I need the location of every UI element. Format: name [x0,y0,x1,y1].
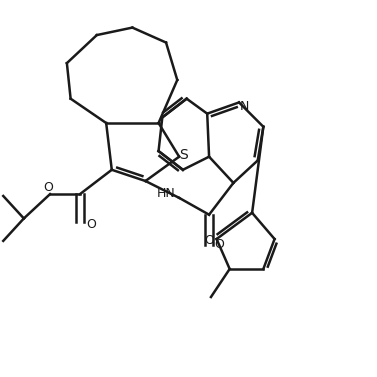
Text: O: O [204,234,214,247]
Text: HN: HN [157,187,175,200]
Text: O: O [43,181,53,194]
Text: O: O [86,218,96,231]
Text: S: S [179,148,188,162]
Text: N: N [240,100,249,113]
Text: O: O [215,238,224,251]
